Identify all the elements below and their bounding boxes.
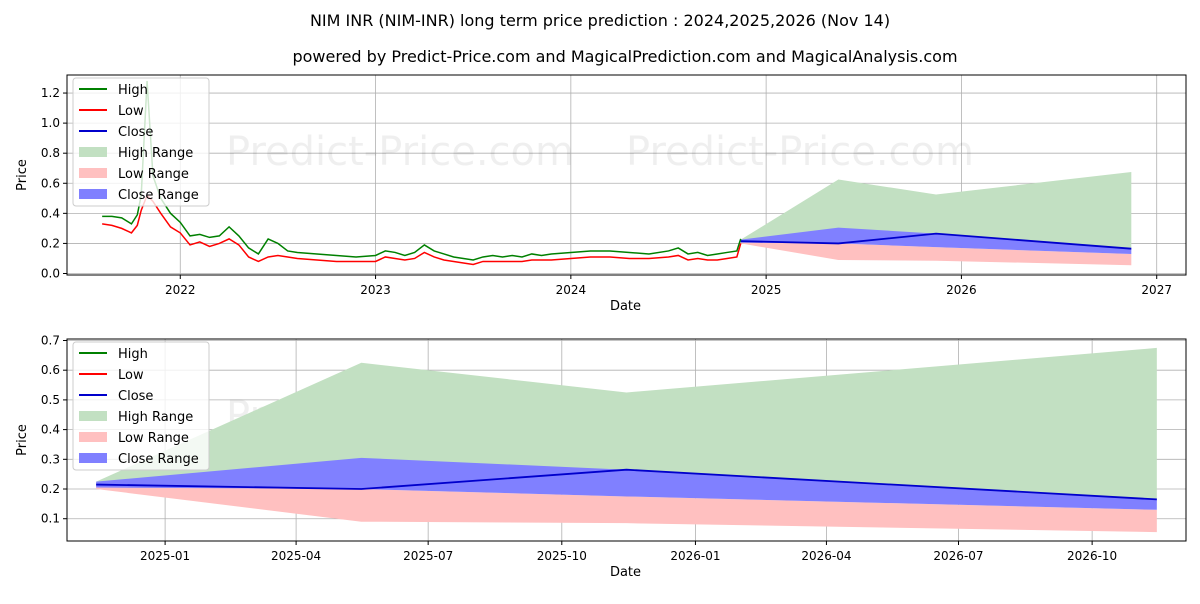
chart-panel-1: Predict-Price.com Predict-Price.com 2022 20… [15, 74, 1187, 314]
y-tick-label: 0.4 [41, 206, 60, 220]
x-axis-label: Date [610, 565, 641, 580]
legend-label: High Range [118, 146, 193, 161]
high-line [102, 80, 742, 261]
x-tick-label: 2025-10 [537, 549, 587, 563]
legend-label: Low Range [118, 431, 189, 446]
legend-label: Close [118, 389, 153, 404]
y-tick-label: 0.3 [41, 452, 60, 466]
y-axis-label: Price [15, 424, 30, 456]
plot-area [102, 80, 1132, 266]
legend: High Low Close High Range Low Range Close Ran… [72, 77, 210, 207]
legend-label: High Range [118, 410, 193, 425]
plot-frame [66, 338, 1187, 542]
x-tick-label: 2027 [1141, 283, 1172, 297]
low-line [102, 193, 742, 266]
y-tick-label: 0.8 [41, 146, 60, 160]
x-tick-label: 2025-04 [271, 549, 321, 563]
watermark: Predict-Price.com [626, 129, 974, 175]
x-tick-label: 2025-01 [140, 549, 190, 563]
chart-subtitle: powered by Predict-Price.com and Magical… [292, 47, 957, 66]
legend-swatch [79, 189, 107, 199]
legend-label: Low Range [118, 167, 189, 182]
legend-swatch [79, 432, 107, 442]
x-tick-label: 2025 [751, 283, 782, 297]
y-tick-label: 0.2 [41, 482, 60, 496]
plot-area [96, 347, 1157, 533]
legend-swatch [79, 453, 107, 463]
x-axis-label: Date [610, 299, 641, 314]
legend-swatch [79, 147, 107, 157]
legend-label: Low [118, 368, 144, 383]
x-tick-label: 2026 [946, 283, 977, 297]
legend-label: Close [118, 125, 153, 140]
x-tick-label: 2026-07 [933, 549, 983, 563]
legend-label: Low [118, 104, 144, 119]
y-tick-label: 0.4 [41, 423, 60, 437]
x-tick-label: 2023 [360, 283, 391, 297]
close-line [740, 232, 1132, 250]
low-range-band [740, 241, 1132, 266]
x-tick-label: 2024 [556, 283, 587, 297]
legend-label: High [118, 347, 148, 362]
legend-swatch [79, 411, 107, 421]
y-tick-label: 1.0 [41, 116, 60, 130]
x-tick-label: 2026-10 [1067, 549, 1117, 563]
low-range-band [96, 484, 1157, 533]
y-axis-label: Price [15, 159, 30, 191]
plot-frame [66, 74, 1187, 276]
x-tick-label: 2026-01 [670, 549, 720, 563]
x-tick-label: 2022 [165, 283, 196, 297]
x-tick-label: 2026-04 [801, 549, 851, 563]
legend: High Low Close High Range Low Range Close Ran… [72, 341, 210, 471]
close-line [96, 468, 1157, 501]
y-tick-label: 0.2 [41, 236, 60, 250]
close-range-band [740, 227, 1132, 254]
chart-panel-2: Predict-Price.comPredict-Price.com2025-0… [15, 333, 1187, 580]
y-tick-label: 0.5 [41, 393, 60, 407]
y-tick-label: 1.2 [41, 86, 60, 100]
legend-label: High [118, 83, 148, 98]
chart-title: NIM INR (NIM-INR) long term price predic… [310, 11, 890, 30]
y-tick-label: 0.7 [41, 333, 60, 347]
x-tick-label: 2025-07 [403, 549, 453, 563]
y-tick-label: 0.0 [41, 266, 60, 280]
legend-swatch [79, 168, 107, 178]
legend-label: Close Range [118, 452, 199, 467]
y-tick-label: 0.6 [41, 363, 60, 377]
watermark: Predict-Price.com [226, 129, 574, 175]
close-range-band [96, 457, 1157, 510]
legend-label: Close Range [118, 188, 199, 203]
y-tick-label: 0.6 [41, 176, 60, 190]
y-tick-label: 0.1 [41, 512, 60, 526]
